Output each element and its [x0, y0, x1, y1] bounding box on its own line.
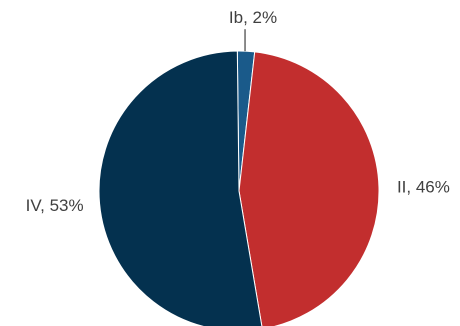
- pie-slices: [98, 50, 380, 326]
- slice-label-ib: Ib, 2%: [229, 8, 277, 27]
- pie-slice-iv: [98, 50, 263, 326]
- slice-label-iv: IV, 53%: [26, 196, 84, 215]
- slice-label-ii: II, 46%: [397, 178, 450, 197]
- pie-slice-ii: [238, 51, 380, 326]
- pie-labels: Ib, 2% II, 46% IV, 53%: [26, 8, 450, 215]
